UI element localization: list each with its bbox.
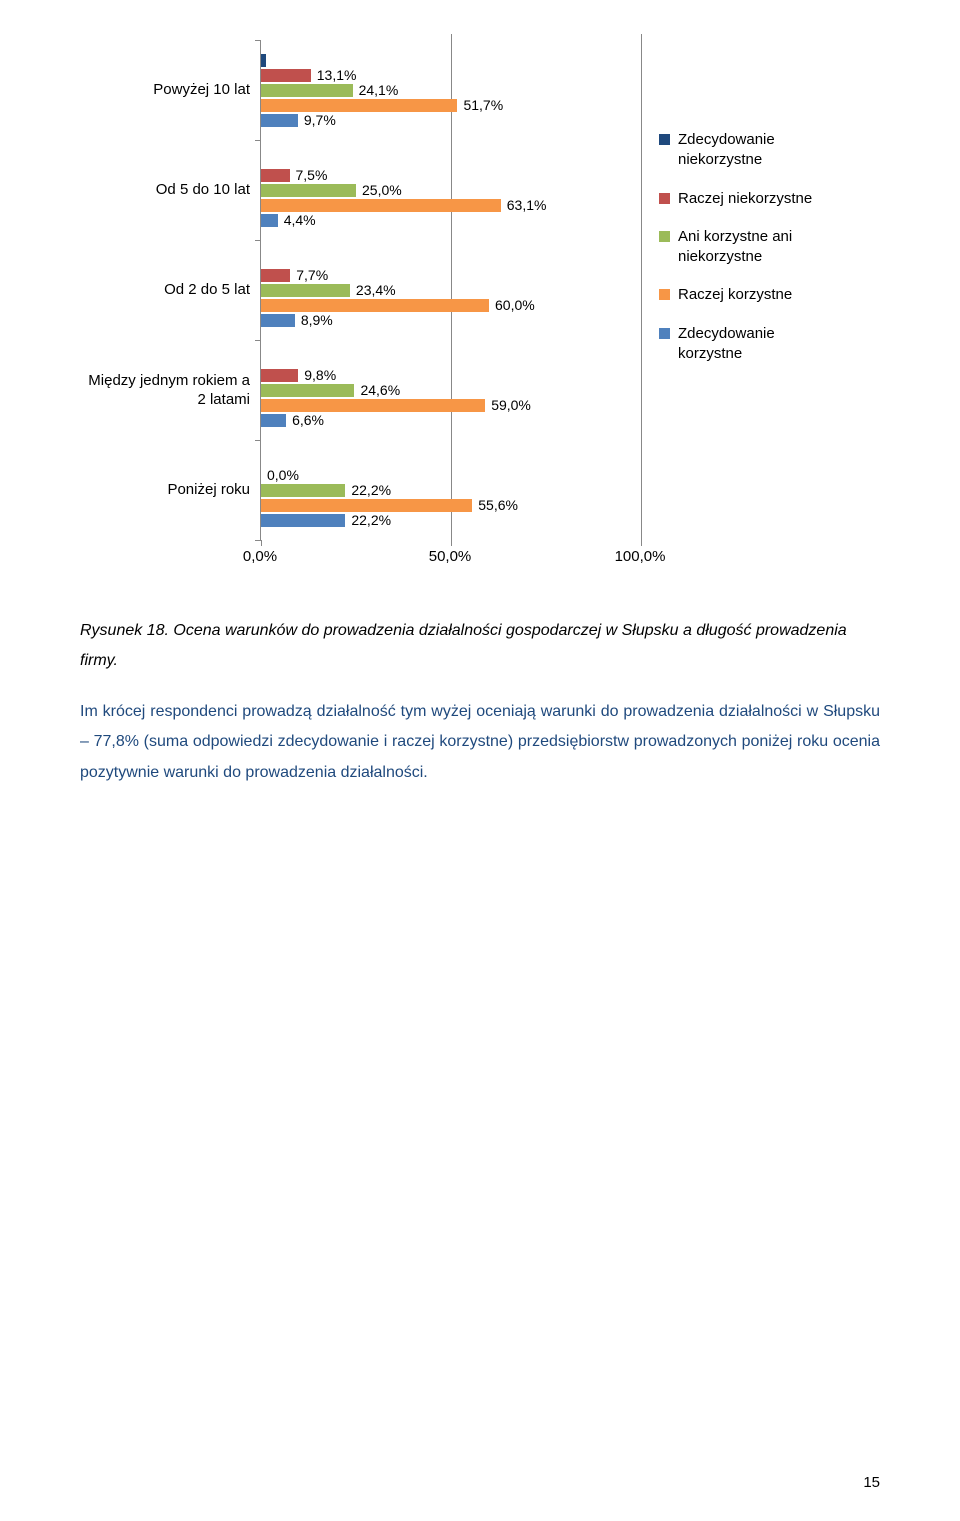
chart-bar: 13,1% <box>261 69 311 82</box>
chart-bar-value: 6,6% <box>286 412 324 428</box>
chart-legend: Zdecydowanie niekorzystne Raczej niekorzy… <box>659 130 839 382</box>
chart-bar: 7,5% <box>261 169 290 182</box>
chart-bar: 25,0% <box>261 184 356 197</box>
chart-bar: 60,0% <box>261 299 489 312</box>
chart-bar: 7,7% <box>261 269 290 282</box>
chart-category-label: Między jednym rokiem a 2 latami <box>80 340 250 440</box>
chart-category-labels: Powyżej 10 latOd 5 do 10 latOd 2 do 5 la… <box>80 40 260 540</box>
chart-bar-value: 60,0% <box>489 297 535 313</box>
chart-tick <box>641 540 642 546</box>
chart-bar-value: 23,4% <box>350 282 396 298</box>
chart-y-tick <box>255 440 261 441</box>
legend-label: Zdecydowanie korzystne <box>678 324 839 365</box>
chart-y-tick <box>255 240 261 241</box>
chart-bar-value: 22,2% <box>345 512 391 528</box>
chart-row: 7,5%25,0%63,1%4,4% <box>261 140 641 240</box>
chart-x-tick-label: 50,0% <box>429 548 472 565</box>
chart-bar-value: 0,0% <box>261 467 299 483</box>
legend-label: Raczej niekorzystne <box>678 189 812 209</box>
chart-category-label: Powyżej 10 lat <box>80 40 250 140</box>
chart-row: 0,0%22,2%55,6%22,2% <box>261 440 641 540</box>
legend-item: Raczej niekorzystne <box>659 189 839 209</box>
chart-bar-value: 51,7% <box>457 97 503 113</box>
legend-label: Ani korzystne ani niekorzystne <box>678 227 839 268</box>
chart-bar-value: 9,8% <box>298 367 336 383</box>
chart-bar-value: 55,6% <box>472 497 518 513</box>
chart-bar: 8,9% <box>261 314 295 327</box>
chart: Powyżej 10 latOd 5 do 10 latOd 2 do 5 la… <box>80 40 880 568</box>
chart-bar: 23,4% <box>261 284 350 297</box>
figure-caption: Rysunek 18. Ocena warunków do prowadzeni… <box>80 616 880 677</box>
legend-item: Ani korzystne ani niekorzystne <box>659 227 839 268</box>
chart-category-label: Od 5 do 10 lat <box>80 140 250 240</box>
chart-bar: 63,1% <box>261 199 501 212</box>
chart-bar: 4,4% <box>261 214 278 227</box>
chart-bar: 51,7% <box>261 99 457 112</box>
body-paragraph: Im krócej respondenci prowadzą działalno… <box>80 697 880 788</box>
chart-plot-wrapper: 13,1%24,1%51,7%9,7%7,5%25,0%63,1%4,4%7,7… <box>260 40 641 568</box>
page-number: 15 <box>863 1474 880 1491</box>
chart-bar: 6,6% <box>261 414 286 427</box>
chart-y-tick <box>255 340 261 341</box>
chart-bar-value: 22,2% <box>345 482 391 498</box>
legend-swatch <box>659 328 670 339</box>
chart-bar-value: 63,1% <box>501 197 547 213</box>
chart-bar-value: 24,6% <box>354 382 400 398</box>
chart-x-axis: 0,0%50,0%100,0% <box>260 540 640 568</box>
chart-bar: 59,0% <box>261 399 485 412</box>
chart-bar: 22,2% <box>261 484 345 497</box>
chart-bar-value: 9,7% <box>298 112 336 128</box>
chart-bar: 55,6% <box>261 499 472 512</box>
page: Powyżej 10 latOd 5 do 10 latOd 2 do 5 la… <box>0 0 960 1521</box>
chart-bar-value: 13,1% <box>311 67 357 83</box>
legend-swatch <box>659 231 670 242</box>
chart-plot: 13,1%24,1%51,7%9,7%7,5%25,0%63,1%4,4%7,7… <box>260 40 641 540</box>
chart-y-tick <box>255 140 261 141</box>
legend-item: Raczej korzystne <box>659 285 839 305</box>
chart-y-tick <box>255 40 261 41</box>
chart-bar-value: 7,7% <box>290 267 328 283</box>
legend-swatch <box>659 289 670 300</box>
legend-swatch <box>659 134 670 145</box>
chart-x-tick-label: 0,0% <box>243 548 277 565</box>
legend-item: Zdecydowanie korzystne <box>659 324 839 365</box>
chart-x-tick-label: 100,0% <box>615 548 666 565</box>
chart-row: 7,7%23,4%60,0%8,9% <box>261 240 641 340</box>
chart-bar-value: 4,4% <box>278 212 316 228</box>
chart-plot-inner: 13,1%24,1%51,7%9,7%7,5%25,0%63,1%4,4%7,7… <box>261 40 641 540</box>
chart-category-label: Poniżej roku <box>80 440 250 540</box>
chart-bar: 9,7% <box>261 114 298 127</box>
chart-bar-value: 7,5% <box>290 167 328 183</box>
chart-bar: 22,2% <box>261 514 345 527</box>
chart-row: 9,8%24,6%59,0%6,6% <box>261 340 641 440</box>
chart-bar <box>261 54 266 67</box>
legend-swatch <box>659 193 670 204</box>
legend-label: Zdecydowanie niekorzystne <box>678 130 839 171</box>
chart-bar-value: 8,9% <box>295 312 333 328</box>
chart-bar-value: 25,0% <box>356 182 402 198</box>
chart-category-label: Od 2 do 5 lat <box>80 240 250 340</box>
chart-gridline <box>641 34 642 546</box>
chart-bar: 9,8% <box>261 369 298 382</box>
chart-bar-value: 59,0% <box>485 397 531 413</box>
legend-label: Raczej korzystne <box>678 285 792 305</box>
chart-bar: 24,6% <box>261 384 354 397</box>
chart-row: 13,1%24,1%51,7%9,7% <box>261 40 641 140</box>
legend-item: Zdecydowanie niekorzystne <box>659 130 839 171</box>
chart-bar: 24,1% <box>261 84 353 97</box>
chart-bar-value: 24,1% <box>353 82 399 98</box>
